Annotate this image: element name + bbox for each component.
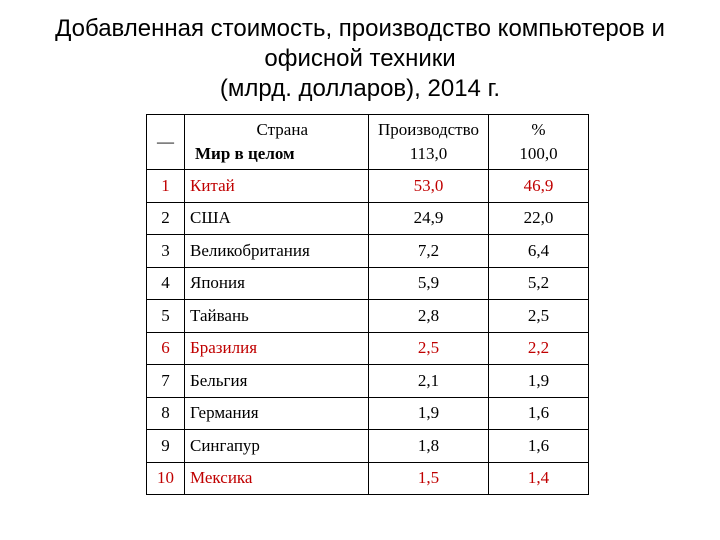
rank-cell: 9 [146,429,185,463]
world-marker: — [146,114,185,170]
percent-cell: 1,9 [488,364,589,398]
country-cell: Тайвань [184,299,369,333]
percent-header-cell: % 100,0 [488,114,589,170]
rank-cell: 6 [146,331,185,365]
table-row: 3 Великобритания 7,2 6,4 [146,234,589,268]
production-cell: 53,0 [368,169,489,203]
percent-cell: 46,9 [488,169,589,203]
rank-cell: 8 [146,396,185,430]
production-header-cell: Производство 113,0 [368,114,489,170]
table-row: 9 Сингапур 1,8 1,6 [146,429,589,463]
percent-cell: 22,0 [488,201,589,235]
table-row: 6 Бразилия 2,5 2,2 [146,331,589,365]
country-cell: Германия [184,396,369,430]
country-cell: Мексика [184,461,369,495]
table-row: 7 Бельгия 2,1 1,9 [146,364,589,398]
percent-cell: 1,6 [488,429,589,463]
table-row: 10 Мексика 1,5 1,4 [146,461,589,495]
table-row: 8 Германия 1,9 1,6 [146,396,589,430]
production-cell: 1,5 [368,461,489,495]
country-cell: Бразилия [184,331,369,365]
country-cell: Сингапур [184,429,369,463]
production-cell: 7,2 [368,234,489,268]
table-header-row: — Страна Мир в целом Производство 113,0 … [146,114,589,170]
production-cell: 2,1 [368,364,489,398]
rank-cell: 4 [146,266,185,300]
rank-cell: 3 [146,234,185,268]
title-line-3: (млрд. долларов), 2014 г. [219,75,501,102]
percent-column-label: % [531,120,546,139]
table-row: 1 Китай 53,0 46,9 [146,169,589,203]
world-production-value: 113,0 [409,144,448,163]
rank-cell: 10 [146,461,185,495]
slide-title: Добавленная стоимость, производство комп… [0,14,720,104]
table-row: 4 Япония 5,9 5,2 [146,266,589,300]
country-header-cell: Страна Мир в целом [184,114,369,170]
rank-cell: 2 [146,201,185,235]
title-line-2: офисной техники [264,45,456,72]
percent-cell: 6,4 [488,234,589,268]
country-cell: Китай [184,169,369,203]
country-cell: Бельгия [184,364,369,398]
percent-cell: 5,2 [488,266,589,300]
rank-cell: 5 [146,299,185,333]
production-column-label: Производство [377,120,480,139]
country-cell: США [184,201,369,235]
world-total-label: Мир в целом [195,144,295,163]
percent-cell: 2,2 [488,331,589,365]
country-cell: Великобритания [184,234,369,268]
country-cell: Япония [184,266,369,300]
table-row: 2 США 24,9 22,0 [146,201,589,235]
world-percent-value: 100,0 [519,144,558,163]
table-row: 5 Тайвань 2,8 2,5 [146,299,589,333]
rank-cell: 1 [146,169,185,203]
production-cell: 1,8 [368,429,489,463]
production-cell: 5,9 [368,266,489,300]
production-cell: 2,8 [368,299,489,333]
percent-cell: 1,4 [488,461,589,495]
production-cell: 1,9 [368,396,489,430]
rank-cell: 7 [146,364,185,398]
percent-cell: 2,5 [488,299,589,333]
title-line-1: Добавленная стоимость, производство комп… [55,15,665,42]
country-column-label: Страна [256,120,308,139]
percent-cell: 1,6 [488,396,589,430]
production-cell: 2,5 [368,331,489,365]
production-cell: 24,9 [368,201,489,235]
data-table: — Страна Мир в целом Производство 113,0 … [146,114,589,495]
